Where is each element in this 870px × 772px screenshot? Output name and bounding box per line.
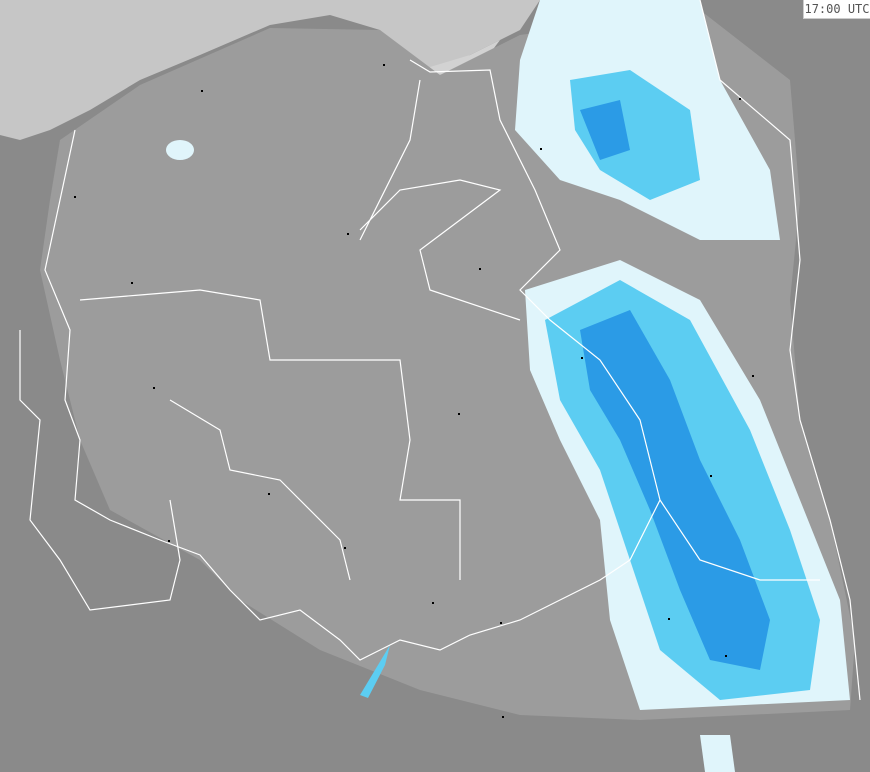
- city-marker: [710, 475, 712, 477]
- timestamp-label: 17:00 UTC: [803, 0, 870, 19]
- city-marker: [739, 98, 741, 100]
- city-marker: [540, 148, 542, 150]
- city-marker: [479, 268, 481, 270]
- inner-region-5: [359, 79, 421, 241]
- city-marker: [344, 547, 346, 549]
- city-marker: [201, 90, 203, 92]
- city-marker: [383, 64, 385, 66]
- city-marker: [268, 493, 270, 495]
- city-marker: [581, 357, 583, 359]
- border-lines: [19, 0, 861, 701]
- city-marker: [752, 375, 754, 377]
- precip-light-tail: [700, 735, 735, 772]
- precipitation-layer: [166, 0, 850, 772]
- city-marker: [502, 716, 504, 718]
- city-marker: [347, 233, 349, 235]
- city-marker: [458, 413, 460, 415]
- city-marker: [153, 387, 155, 389]
- precip-heavy-north: [580, 100, 630, 160]
- vistula-lagoon: [420, 40, 500, 75]
- poland-border: [44, 59, 661, 661]
- city-marker: [668, 618, 670, 620]
- baltic-sea: [0, 0, 540, 140]
- inner-region-4: [19, 330, 181, 611]
- inner-region-6: [659, 499, 820, 581]
- precip-cell-south: [360, 645, 390, 698]
- city-markers: [74, 64, 754, 718]
- city-marker: [168, 540, 170, 542]
- city-marker: [500, 622, 502, 624]
- precip-moderate-north: [570, 70, 700, 200]
- precip-heavy-band: [580, 310, 770, 670]
- inner-region-1: [79, 289, 461, 580]
- city-marker: [131, 282, 133, 284]
- inner-region-2: [359, 179, 521, 321]
- inner-region-3: [169, 399, 351, 581]
- precip-cell-northwest: [166, 140, 194, 160]
- city-marker: [432, 602, 434, 604]
- city-marker: [74, 196, 76, 198]
- city-marker: [725, 655, 727, 657]
- east-border: [699, 0, 861, 701]
